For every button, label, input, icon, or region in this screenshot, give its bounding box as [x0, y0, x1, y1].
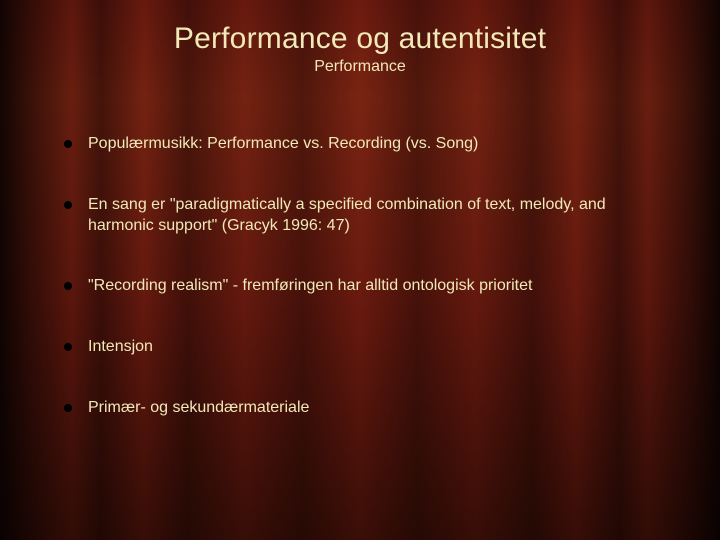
list-item: En sang er "paradigmatically a specified…	[62, 195, 664, 237]
slide-subtitle: Performance	[56, 58, 664, 76]
bullet-list: Populærmusikk: Performance vs. Recording…	[56, 134, 664, 419]
list-item: "Recording realism" - fremføringen har a…	[62, 276, 664, 297]
list-item: Intensjon	[62, 337, 664, 358]
slide: Performance og autentisitet Performance …	[0, 0, 720, 540]
list-item: Populærmusikk: Performance vs. Recording…	[62, 134, 664, 155]
slide-title: Performance og autentisitet	[56, 22, 664, 56]
list-item: Primær- og sekundærmateriale	[62, 398, 664, 419]
